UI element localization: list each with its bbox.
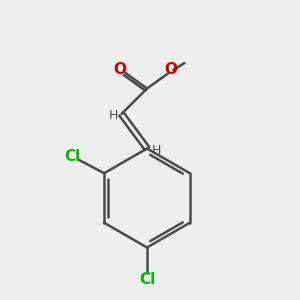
Text: Cl: Cl xyxy=(139,272,155,286)
Text: H: H xyxy=(108,109,118,122)
Text: H: H xyxy=(152,143,161,157)
Text: O: O xyxy=(164,62,178,77)
Text: O: O xyxy=(113,62,127,77)
Text: Cl: Cl xyxy=(64,149,81,164)
